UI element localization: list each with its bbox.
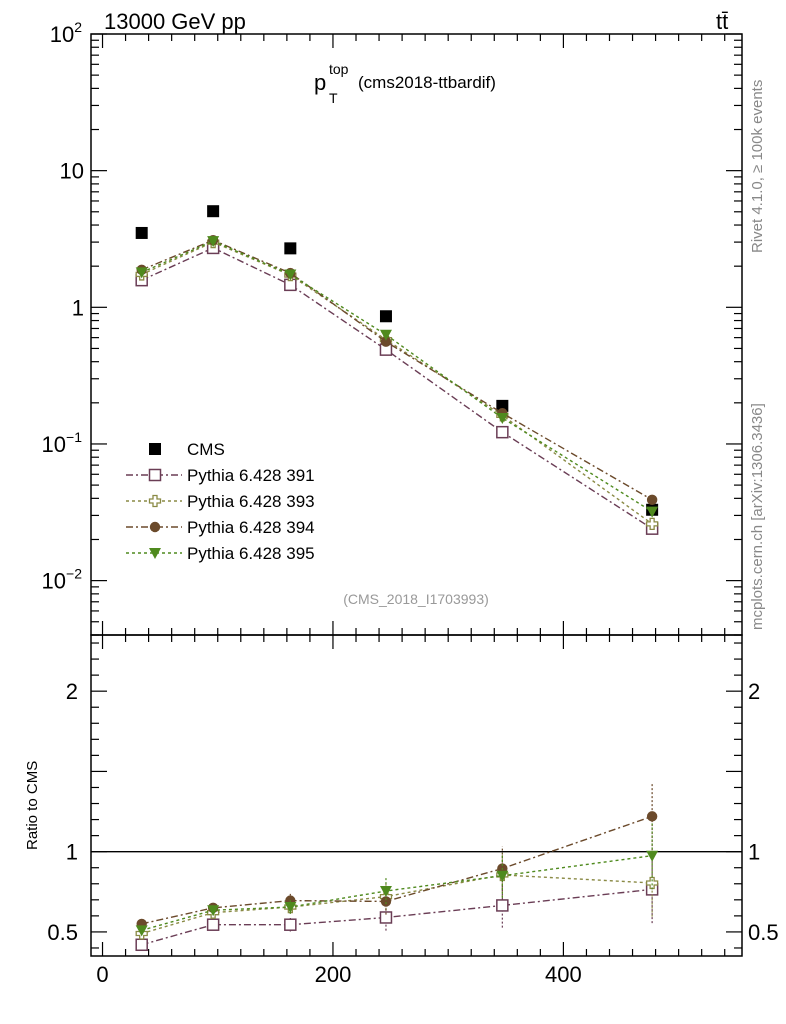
y-tick-label: 10−1: [42, 429, 83, 457]
ratio-axis-tick-labels: 0.5 1 2 0.5 1 2: [47, 679, 778, 945]
legend-marker-p393: [148, 494, 162, 508]
data-point-p395: [379, 329, 392, 341]
plot-title-main: p: [314, 70, 326, 95]
legend-label-p395: Pythia 6.428 395: [187, 544, 315, 563]
series-p393: [135, 235, 659, 531]
main-axis-ticks: [91, 33, 742, 636]
mcplots-label: mcplots.cern.ch [arXiv:1306.3436]: [749, 403, 766, 630]
data-point-p394: [380, 336, 392, 347]
y-tick-label: 10−2: [42, 566, 83, 594]
data-point-p393: [645, 517, 659, 531]
plot-title-sub: T: [329, 90, 338, 106]
ratio-point-p395: [207, 905, 220, 917]
main-axis-tick-labels: 10−2 10−1 1 10 102: [42, 19, 84, 594]
ratio-point-p391: [496, 899, 509, 912]
data-point-p395: [496, 412, 509, 424]
legend-entry-p393: Pythia 6.428 393: [126, 492, 315, 511]
series-line-p394: [141, 239, 653, 501]
legend-label-cms: CMS: [187, 440, 225, 459]
x-tick-label: 400: [545, 962, 582, 987]
ratio-line-p391: [141, 888, 653, 946]
ratio-point-p391: [206, 918, 220, 931]
legend-marker-p394: [149, 521, 161, 533]
ratio-point-p395: [496, 870, 509, 882]
y-tick-label: 1: [72, 295, 84, 320]
ratio-y-tick-label-right: 1: [748, 840, 760, 865]
data-point-cms: [379, 310, 392, 323]
analysis-id: (CMS_2018_I1703993): [343, 591, 489, 607]
ratio-y-tick-label-left: 1: [66, 840, 78, 865]
data-point-cms: [135, 226, 148, 239]
series-p394: [136, 234, 658, 506]
legend-marker-cms: [149, 443, 161, 455]
ratio-line-p395: [141, 854, 653, 931]
data-point-cms: [496, 399, 509, 412]
legend-marker-p391: [148, 468, 162, 482]
energy-label: 13000 GeV pp: [104, 9, 246, 34]
ratio-y-axis-label: Ratio to CMS: [24, 761, 41, 850]
series-p395: [135, 236, 659, 518]
ratio-point-p391: [135, 938, 148, 952]
x-axis-tick-labels: 0 200 400: [96, 962, 581, 987]
process-label: tt̄: [716, 9, 728, 34]
ratio-point-p395: [135, 925, 148, 937]
y-tick-label: 102: [50, 19, 82, 47]
legend-label-p394: Pythia 6.428 394: [187, 518, 315, 537]
x-tick-label: 200: [315, 962, 352, 987]
ratio-axis-ticks: [91, 635, 742, 956]
plot-title-tag: (cms2018-ttbardif): [358, 73, 496, 92]
ratio-line-p393: [141, 874, 653, 935]
legend-entry-cms: CMS: [149, 440, 225, 459]
legend-entry-p391: Pythia 6.428 391: [126, 466, 315, 485]
ratio-series-p395: [135, 821, 659, 937]
ratio-point-p394: [380, 896, 392, 907]
legend-entry-p395: Pythia 6.428 395: [126, 544, 315, 563]
y-tick-label: 10: [60, 159, 84, 184]
data-point-cms: [207, 205, 220, 218]
ratio-series-group: [135, 782, 659, 952]
ratio-point-p393: [645, 876, 659, 890]
ratio-point-p395: [379, 885, 392, 897]
legend-entry-p394: Pythia 6.428 394: [126, 518, 315, 537]
rivet-label: Rivet 4.1.0, ≥ 100k events: [749, 80, 766, 253]
ratio-y-tick-label-left: 2: [66, 679, 78, 704]
data-point-p394: [646, 494, 658, 506]
series-p391: [135, 241, 659, 535]
legend-label-p391: Pythia 6.428 391: [187, 466, 315, 485]
ratio-panel-frame: [90, 634, 743, 957]
main-series-group: [135, 205, 659, 535]
data-point-p395: [135, 267, 148, 279]
data-point-p395: [646, 506, 659, 518]
ratio-line-p394: [141, 815, 653, 925]
ratio-y-tick-label-right: 2: [748, 679, 760, 704]
legend: CMS Pythia 6.428 391 Pythia 6.428 393 Pythi…: [126, 440, 315, 563]
legend-marker-p395: [149, 548, 161, 559]
ratio-point-p394: [646, 811, 658, 822]
ratio-point-p395: [284, 902, 297, 914]
x-tick-label: 0: [96, 962, 108, 987]
plot-title-sup: top: [329, 61, 349, 77]
data-point-p391: [496, 425, 509, 439]
ratio-y-tick-label-right: 0.5: [748, 920, 779, 945]
data-point-cms: [284, 242, 297, 255]
data-point-p395: [284, 269, 297, 281]
series-line-p391: [141, 247, 653, 530]
ratio-point-p391: [379, 911, 393, 924]
series-line-p395: [141, 240, 653, 513]
ratio-point-p391: [284, 918, 297, 931]
legend-label-p393: Pythia 6.428 393: [187, 492, 315, 511]
ratio-y-tick-label-left: 0.5: [47, 920, 78, 945]
data-point-p395: [207, 236, 220, 248]
ratio-point-p395: [646, 850, 659, 862]
